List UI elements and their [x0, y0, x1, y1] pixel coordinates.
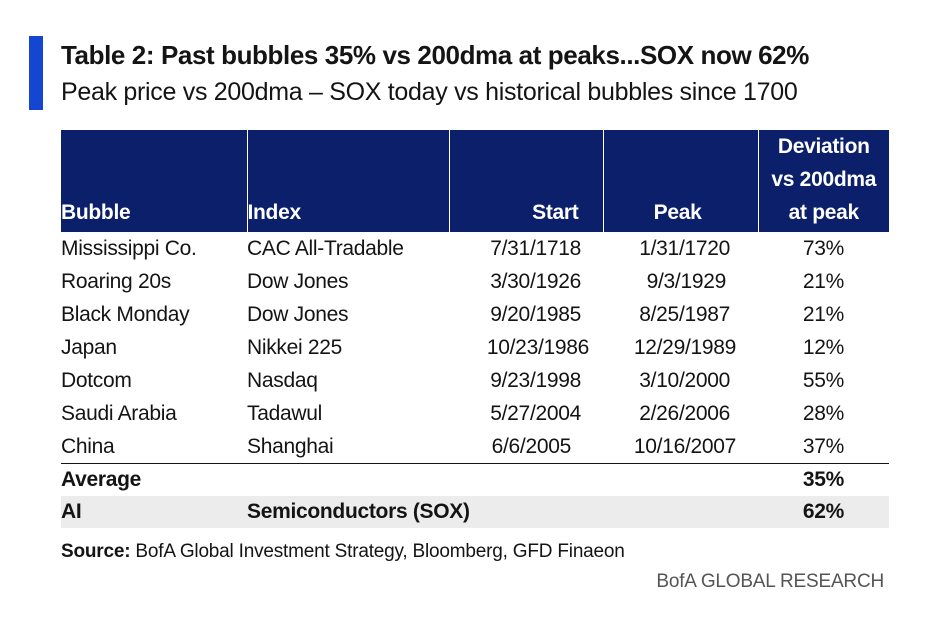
- cell-index: Tadawul: [247, 401, 322, 425]
- cell-bubble: Mississippi Co.: [61, 236, 197, 260]
- average-deviation: 35%: [758, 463, 889, 496]
- table-row: Mississippi Co. CAC All-Tradable 7/31/17…: [61, 232, 889, 265]
- ai-deviation: 62%: [758, 496, 889, 528]
- deviation-header-line2: vs 200dma: [771, 168, 877, 191]
- deviation-header-line1: Deviation: [777, 135, 870, 158]
- cell-deviation: 37%: [802, 434, 844, 458]
- cell-index: Dow Jones: [247, 269, 349, 293]
- cell-peak: 9/3/1929: [646, 269, 727, 293]
- column-header-peak: Peak: [602, 130, 758, 232]
- cell-start: 9/23/1998: [490, 368, 581, 392]
- brand-label: BofA GLOBAL RESEARCH: [656, 571, 884, 592]
- cell-peak: 2/26/2006: [639, 401, 730, 425]
- bubbles-table: Bubble Index Start Peak Deviation vs 200…: [61, 130, 889, 528]
- ai-row: AI Semiconductors (SOX) 62%: [61, 496, 889, 528]
- average-row: Average 35%: [61, 463, 889, 496]
- cell-bubble: Saudi Arabia: [61, 401, 177, 425]
- cell-peak: 3/10/2000: [639, 368, 730, 392]
- cell-index: CAC All-Tradable: [247, 236, 404, 260]
- cell-deviation: 28%: [802, 401, 844, 425]
- cell-start: 5/27/2004: [490, 401, 581, 425]
- table-row: Saudi Arabia Tadawul 5/27/2004 2/26/2006…: [61, 397, 889, 430]
- cell-index: Shanghai: [247, 434, 334, 458]
- cell-bubble: Japan: [61, 335, 117, 359]
- cell-start: 6/6/2005: [491, 434, 572, 458]
- empty-cell: [603, 463, 758, 496]
- ai-index: Semiconductors (SOX): [247, 496, 603, 528]
- cell-deviation: 73%: [802, 236, 844, 260]
- cell-bubble: China: [61, 434, 115, 458]
- cell-index: Nasdaq: [247, 368, 318, 392]
- cell-peak: 12/29/1989: [633, 335, 736, 359]
- cell-start: 3/30/1926: [490, 269, 581, 293]
- cell-start: 7/31/1718: [490, 236, 581, 260]
- page-title: Table 2: Past bubbles 35% vs 200dma at p…: [61, 40, 809, 70]
- source-note: Source: BofA Global Investment Strategy,…: [61, 541, 625, 563]
- column-header-bubble: Bubble: [61, 130, 247, 232]
- deviation-header-line3: at peak: [788, 201, 860, 224]
- cell-bubble: Black Monday: [61, 302, 190, 326]
- table-row: Dotcom Nasdaq 9/23/1998 3/10/2000 55%: [61, 364, 889, 397]
- source-label: Source:: [61, 541, 131, 562]
- empty-cell: [449, 463, 603, 496]
- title-accent-bar: [29, 36, 43, 110]
- cell-start: 9/20/1985: [490, 302, 581, 326]
- column-header-start: Start: [448, 130, 603, 232]
- ai-label: AI: [61, 496, 247, 528]
- cell-bubble: Roaring 20s: [61, 269, 171, 293]
- column-header-deviation: Deviation vs 200dma at peak: [757, 130, 889, 232]
- cell-deviation: 12%: [802, 335, 844, 359]
- cell-index: Nikkei 225: [247, 335, 343, 359]
- cell-deviation: 21%: [802, 302, 844, 326]
- cell-deviation: 55%: [802, 368, 844, 392]
- table-row: Roaring 20s Dow Jones 3/30/1926 9/3/1929…: [61, 265, 889, 298]
- source-text: BofA Global Investment Strategy, Bloombe…: [130, 541, 625, 562]
- table-row: Japan Nikkei 225 10/23/1986 12/29/1989 1…: [61, 331, 889, 364]
- table-row: China Shanghai 6/6/2005 10/16/2007 37%: [61, 430, 889, 464]
- cell-deviation: 21%: [802, 269, 844, 293]
- empty-cell: [603, 496, 758, 528]
- cell-bubble: Dotcom: [61, 368, 132, 392]
- empty-cell: [247, 463, 449, 496]
- cell-peak: 10/16/2007: [633, 434, 736, 458]
- table-row: Black Monday Dow Jones 9/20/1985 8/25/19…: [61, 298, 889, 331]
- cell-peak: 8/25/1987: [639, 302, 730, 326]
- table-header-row: Bubble Index Start Peak Deviation vs 200…: [61, 130, 889, 232]
- cell-peak: 1/31/1720: [639, 236, 730, 260]
- average-label: Average: [61, 463, 247, 496]
- cell-start: 10/23/1986: [486, 335, 589, 359]
- page-subtitle: Peak price vs 200dma – SOX today vs hist…: [61, 78, 798, 106]
- column-header-index: Index: [246, 130, 449, 232]
- cell-index: Dow Jones: [247, 302, 349, 326]
